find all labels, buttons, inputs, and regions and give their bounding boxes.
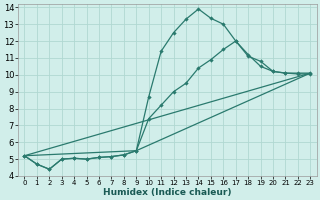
X-axis label: Humidex (Indice chaleur): Humidex (Indice chaleur): [103, 188, 232, 197]
